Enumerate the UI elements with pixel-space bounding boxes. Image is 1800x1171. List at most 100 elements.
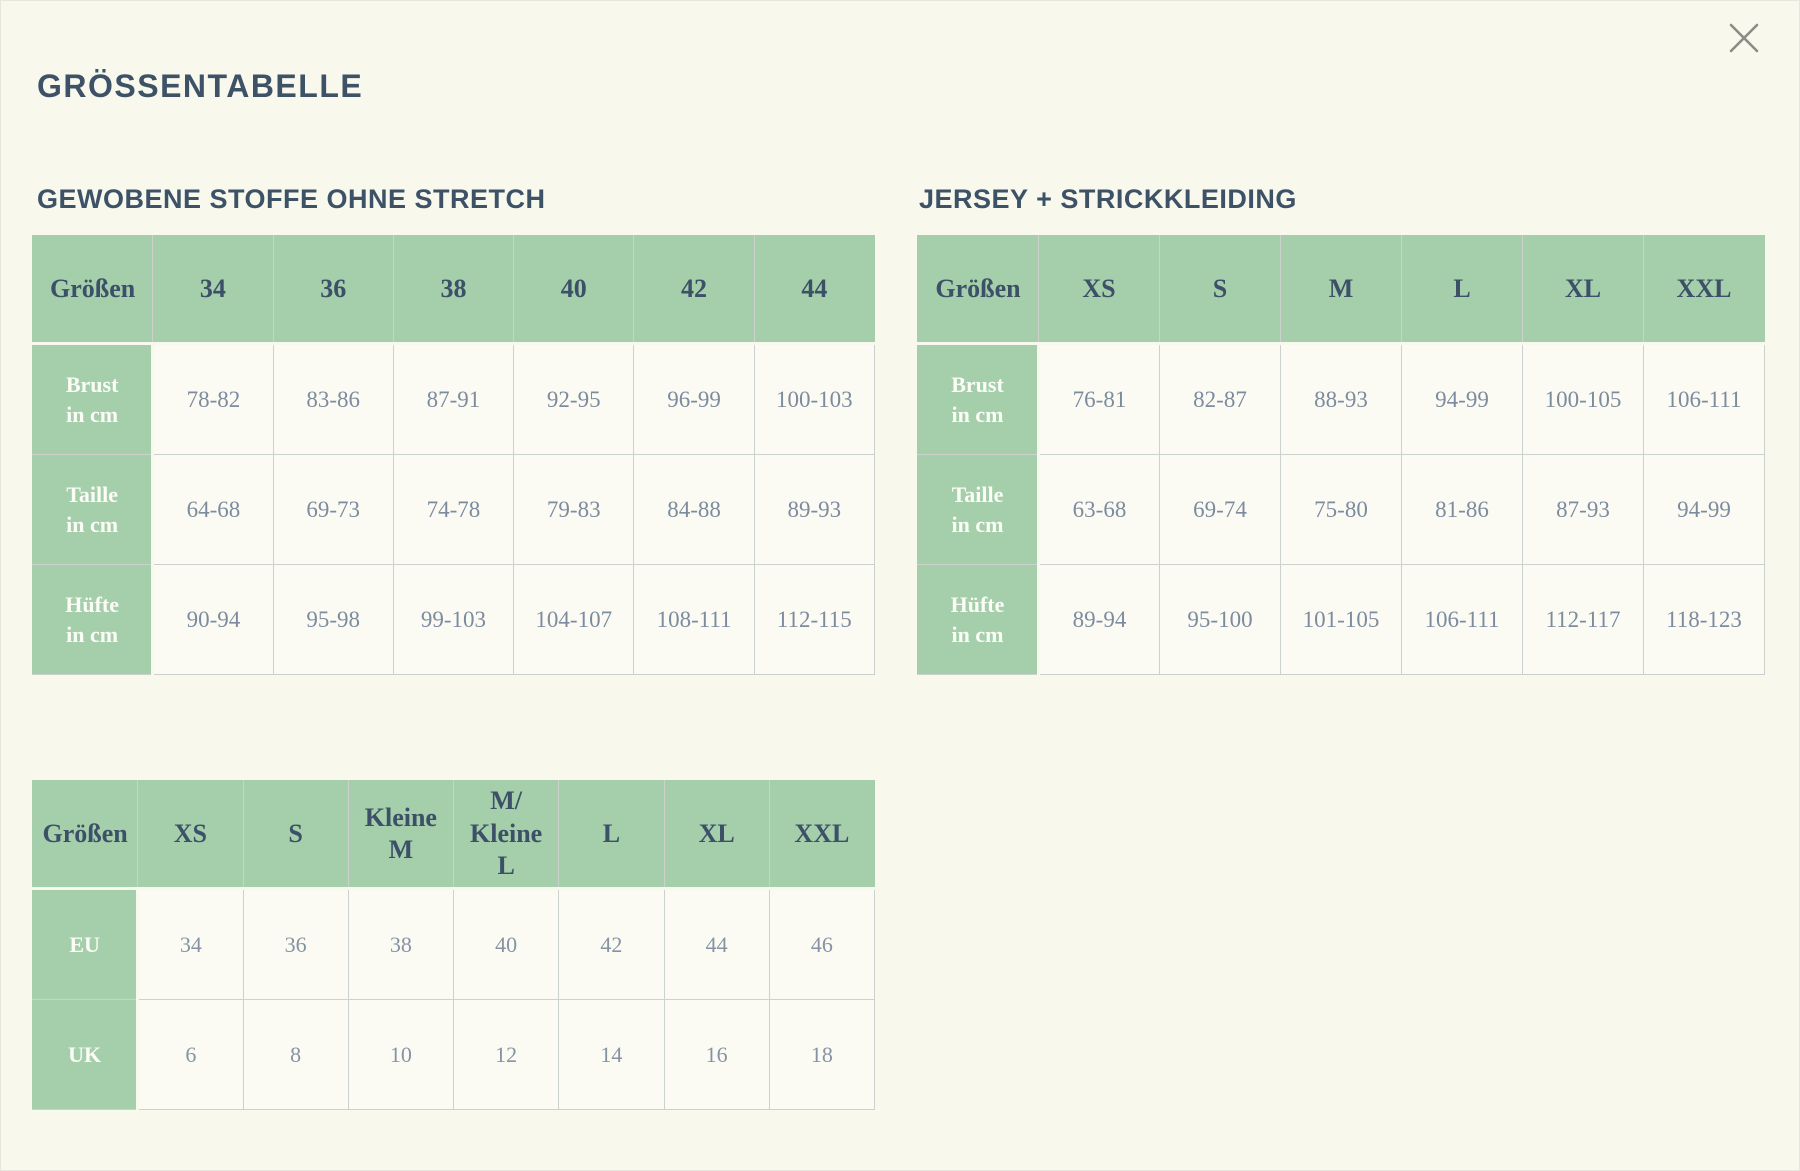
data-cell: 83-86: [272, 343, 394, 455]
data-cell: 14: [558, 999, 665, 1110]
data-cell: 87-91: [392, 343, 515, 455]
table-header-row: Größen XS S Kleine M M/ Kleine L L XL XX…: [31, 780, 876, 890]
data-cell: 94-99: [1401, 343, 1523, 455]
data-cell: 84-88: [633, 454, 755, 565]
header-cell: M: [1280, 235, 1402, 345]
caption-jersey-knits: JERSEY + STRICKKLEIDING: [919, 184, 1297, 214]
header-cell: XL: [1522, 235, 1644, 345]
data-cell: 76-81: [1038, 343, 1160, 455]
table-row-waist: Taille in cm 64-68 69-73 74-78 79-83 84-…: [31, 454, 876, 565]
data-cell: 8: [242, 999, 349, 1110]
data-cell: 94-99: [1643, 454, 1765, 565]
header-cell: XS: [137, 780, 244, 890]
data-cell: 38: [347, 888, 455, 1000]
row-label-cell: Taille in cm: [31, 454, 155, 565]
row-label-cell: EU: [31, 888, 140, 1000]
data-cell: 44: [663, 888, 770, 1000]
data-cell: 106-111: [1401, 564, 1523, 675]
size-table-conversion: Größen XS S Kleine M M/ Kleine L L XL XX…: [31, 780, 876, 1110]
data-cell: 63-68: [1038, 454, 1160, 565]
data-cell: 87-93: [1522, 454, 1644, 565]
table-row-bust: Brust in cm 76-81 82-87 88-93 94-99 100-…: [917, 343, 1765, 455]
table-row-uk: UK 6 8 10 12 14 16 18: [31, 999, 876, 1110]
data-cell: 46: [768, 888, 876, 1000]
header-cell: XXL: [768, 780, 876, 890]
row-label-cell: Hüfte in cm: [31, 564, 155, 675]
data-cell: 34: [137, 888, 244, 1000]
data-cell: 104-107: [513, 564, 635, 675]
data-cell: 10: [347, 999, 455, 1110]
data-cell: 75-80: [1280, 454, 1402, 565]
data-cell: 101-105: [1280, 564, 1402, 675]
row-label-cell: Brust in cm: [31, 343, 155, 455]
close-icon: [1729, 23, 1759, 53]
data-cell: 95-100: [1159, 564, 1281, 675]
data-cell: 100-103: [753, 343, 876, 455]
data-cell: 112-117: [1522, 564, 1644, 675]
header-cell: 36: [272, 235, 394, 345]
data-cell: 108-111: [633, 564, 755, 675]
header-cell: 38: [392, 235, 515, 345]
table-row-hip: Hüfte in cm 89-94 95-100 101-105 106-111…: [917, 564, 1765, 675]
header-cell: XS: [1038, 235, 1160, 345]
size-table-woven: Größen 34 36 38 40 42 44 Brust in cm 78-…: [31, 235, 876, 675]
header-cell: 34: [152, 235, 274, 345]
table-row-eu: EU 34 36 38 40 42 44 46: [31, 888, 876, 1000]
header-cell-sizes: Größen: [31, 780, 139, 890]
caption-woven-fabrics: GEWOBENE STOFFE OHNE STRETCH: [37, 184, 546, 214]
data-cell: 95-98: [272, 564, 394, 675]
row-label-cell: Brust in cm: [917, 343, 1040, 455]
header-cell: Kleine M: [347, 780, 455, 890]
data-cell: 40: [452, 888, 560, 1000]
header-cell: M/ Kleine L: [452, 780, 560, 890]
table-row-bust: Brust in cm 78-82 83-86 87-91 92-95 96-9…: [31, 343, 876, 455]
header-cell-sizes: Größen: [917, 235, 1039, 345]
data-cell: 82-87: [1159, 343, 1281, 455]
data-cell: 92-95: [513, 343, 635, 455]
data-cell: 118-123: [1643, 564, 1765, 675]
data-cell: 106-111: [1643, 343, 1765, 455]
data-cell: 18: [768, 999, 876, 1110]
header-cell: S: [242, 780, 349, 890]
data-cell: 78-82: [152, 343, 274, 455]
data-cell: 12: [452, 999, 560, 1110]
data-cell: 90-94: [152, 564, 274, 675]
table-header-row: Größen 34 36 38 40 42 44: [31, 235, 876, 345]
row-label-cell: Hüfte in cm: [917, 564, 1040, 675]
data-cell: 79-83: [513, 454, 635, 565]
data-cell: 81-86: [1401, 454, 1523, 565]
data-cell: 36: [242, 888, 349, 1000]
row-label-cell: Taille in cm: [917, 454, 1040, 565]
table-row-hip: Hüfte in cm 90-94 95-98 99-103 104-107 1…: [31, 564, 876, 675]
data-cell: 69-73: [272, 454, 394, 565]
header-cell: L: [1401, 235, 1523, 345]
data-cell: 96-99: [633, 343, 755, 455]
data-cell: 69-74: [1159, 454, 1281, 565]
table-header-row: Größen XS S M L XL XXL: [917, 235, 1765, 345]
data-cell: 88-93: [1280, 343, 1402, 455]
data-cell: 42: [558, 888, 665, 1000]
header-cell: XL: [663, 780, 770, 890]
data-cell: 89-94: [1038, 564, 1160, 675]
data-cell: 16: [663, 999, 770, 1110]
data-cell: 99-103: [392, 564, 515, 675]
modal-title: GRÖSSENTABELLE: [37, 68, 364, 104]
data-cell: 89-93: [753, 454, 876, 565]
data-cell: 74-78: [392, 454, 515, 565]
header-cell-sizes: Größen: [31, 235, 154, 345]
row-label-cell: UK: [31, 999, 140, 1110]
header-cell: 42: [633, 235, 755, 345]
size-table-jersey: Größen XS S M L XL XXL Brust in cm 76-81…: [917, 235, 1765, 675]
header-cell: L: [558, 780, 665, 890]
data-cell: 100-105: [1522, 343, 1644, 455]
table-row-waist: Taille in cm 63-68 69-74 75-80 81-86 87-…: [917, 454, 1765, 565]
header-cell: XXL: [1643, 235, 1765, 345]
data-cell: 64-68: [152, 454, 274, 565]
header-cell: 44: [753, 235, 876, 345]
close-button[interactable]: [1718, 12, 1770, 64]
header-cell: 40: [513, 235, 635, 345]
data-cell: 112-115: [753, 564, 876, 675]
header-cell: S: [1159, 235, 1281, 345]
data-cell: 6: [137, 999, 244, 1110]
